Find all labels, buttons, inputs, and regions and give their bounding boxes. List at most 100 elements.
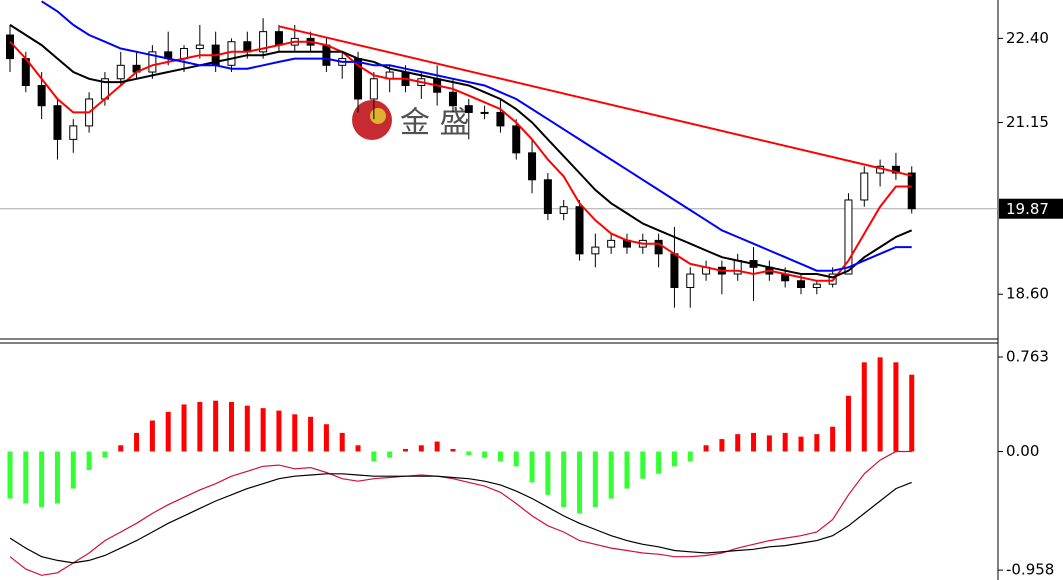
y-tick-label: 21.15 xyxy=(1006,113,1049,131)
candle-body xyxy=(480,111,489,114)
histogram-bar xyxy=(371,451,377,462)
histogram-bar xyxy=(450,448,456,452)
candle-body xyxy=(670,253,679,289)
y-tick-label: 0.763 xyxy=(1006,348,1049,366)
macd-panel xyxy=(7,357,915,576)
histogram-bar xyxy=(735,434,741,452)
candle-body xyxy=(559,206,568,214)
histogram-bar xyxy=(497,451,503,462)
histogram-bar xyxy=(86,451,92,471)
histogram-bar xyxy=(7,451,13,499)
candle-body xyxy=(148,51,157,73)
candle-body xyxy=(591,246,600,255)
histogram-bar xyxy=(671,451,677,467)
histogram-bar xyxy=(197,401,203,452)
histogram-bar xyxy=(766,435,772,452)
histogram-bar xyxy=(529,451,535,483)
candle-body xyxy=(512,125,521,154)
candle-body xyxy=(6,34,14,60)
candle-body xyxy=(543,179,552,214)
histogram-bar xyxy=(228,401,234,452)
histogram-bar xyxy=(102,451,108,458)
histogram-bar xyxy=(592,451,598,508)
candle-body xyxy=(274,31,283,46)
histogram-bar xyxy=(308,416,314,452)
candle-body xyxy=(69,125,78,140)
histogram-bar xyxy=(640,451,646,479)
histogram-bar xyxy=(513,451,519,467)
histogram-bar xyxy=(751,432,757,452)
candle-body xyxy=(448,91,457,107)
histogram-bar xyxy=(830,426,836,452)
candle-body xyxy=(575,206,584,255)
price-panel: 金 盛 xyxy=(0,0,998,308)
candle-body xyxy=(828,273,837,285)
histogram-bar xyxy=(165,411,171,452)
candle-body xyxy=(907,172,916,210)
histogram-bar xyxy=(814,434,820,452)
histogram-bar xyxy=(213,400,219,452)
histogram-bar xyxy=(703,445,709,452)
histogram-bar xyxy=(561,451,567,508)
axes: 22.40 21.15 18.60 19.87 0.763 0.00 -0.958 xyxy=(998,29,1063,579)
histogram-bar xyxy=(54,451,60,504)
y-tick-label: 0.00 xyxy=(1006,442,1039,460)
candle-body xyxy=(528,152,537,181)
histogram-bar xyxy=(244,405,250,452)
histogram-bar xyxy=(624,451,630,489)
histogram-bar xyxy=(70,451,76,489)
histogram-bar xyxy=(656,451,662,474)
histogram-bar xyxy=(339,432,345,452)
histogram-bar xyxy=(877,357,883,452)
moving-average xyxy=(9,24,913,279)
candle-body xyxy=(53,105,62,140)
candle-body xyxy=(607,239,616,248)
histogram-bar xyxy=(276,410,282,452)
y-tick-label: 22.40 xyxy=(1006,29,1049,47)
histogram-bar xyxy=(577,451,583,514)
moving-average xyxy=(41,0,912,272)
histogram-bar xyxy=(482,451,488,458)
histogram-bar xyxy=(782,432,788,452)
histogram-bar xyxy=(181,404,187,452)
histogram-bar xyxy=(893,362,899,452)
candle-body xyxy=(464,105,473,113)
histogram-bar xyxy=(719,439,725,452)
histogram-bar xyxy=(687,451,693,462)
candle-body xyxy=(322,44,331,66)
histogram-bar xyxy=(418,445,424,452)
candle-body xyxy=(686,273,695,289)
watermark-logo xyxy=(370,108,386,124)
candle-body xyxy=(844,199,853,275)
last-price-box xyxy=(999,198,1063,219)
watermark-text: 金 盛 xyxy=(400,106,470,141)
histogram-bar xyxy=(909,374,915,452)
histogram-bar xyxy=(608,451,614,499)
histogram-bar xyxy=(798,436,804,452)
histogram-bar xyxy=(323,424,329,452)
histogram-bar xyxy=(545,451,551,495)
candle-body xyxy=(195,44,204,49)
moving-average xyxy=(9,40,912,282)
watermark: 金 盛 xyxy=(352,100,470,141)
histogram-bar xyxy=(118,445,124,452)
macd-line xyxy=(9,450,912,576)
candle-body xyxy=(369,78,378,100)
histogram-bar xyxy=(861,362,867,452)
candle-body xyxy=(496,111,505,127)
histogram-bar xyxy=(434,441,440,452)
histogram-bar xyxy=(387,451,393,458)
y-tick-label: 18.60 xyxy=(1006,285,1049,303)
candle-body xyxy=(259,31,268,53)
macd-line xyxy=(9,473,912,564)
candle-body xyxy=(891,165,900,174)
candle-body xyxy=(37,85,46,107)
histogram-bar xyxy=(134,432,140,452)
histogram-bar xyxy=(23,451,29,504)
histogram-bar xyxy=(403,448,408,452)
histogram-bar xyxy=(292,414,298,452)
last-price-label: 19.87 xyxy=(1006,200,1049,218)
